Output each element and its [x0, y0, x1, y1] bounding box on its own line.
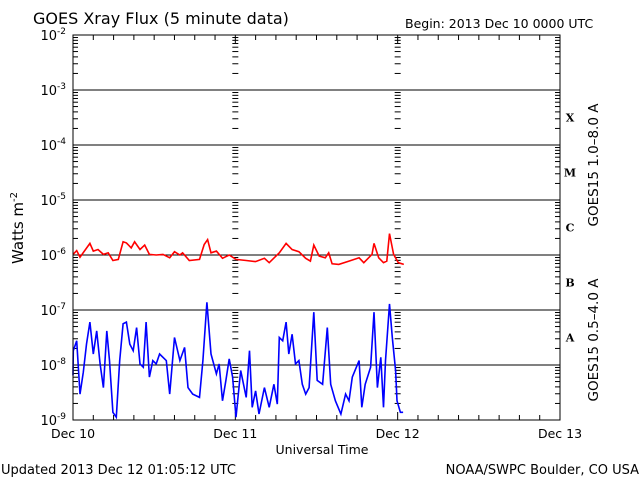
- x-tick-label: Dec 11: [213, 426, 257, 441]
- y-tick-base: 10: [40, 414, 57, 429]
- series-line-short: [72, 302, 404, 420]
- x-tick-label: Dec 12: [376, 426, 420, 441]
- flare-class-label: B: [565, 277, 574, 290]
- x-axis-label: Universal Time: [276, 442, 369, 457]
- flare-class-label: A: [565, 332, 575, 345]
- y-tick-label: 10-6: [40, 247, 66, 264]
- y-tick-labels: 10-210-310-410-510-610-710-810-9: [40, 27, 66, 429]
- x-tick-label: Dec 10: [51, 426, 95, 441]
- y-axis-label: Watts m-2: [9, 192, 27, 264]
- y-tick-base: 10: [40, 194, 57, 209]
- updated-timestamp: Updated 2013 Dec 12 01:05:12 UTC: [1, 463, 236, 478]
- series-line-long: [72, 233, 405, 266]
- plot-frame: [72, 34, 561, 421]
- x-tick-label: Dec 13: [538, 426, 582, 441]
- y-tick-label: 10-8: [40, 357, 66, 374]
- y-tick-label: 10-2: [40, 27, 66, 44]
- series-lines: [72, 233, 405, 420]
- y-tick-label: 10-7: [40, 302, 66, 319]
- y-tick-base: 10: [40, 139, 57, 154]
- y-axis-label-text: Watts m: [9, 202, 27, 264]
- y-tick-exponent: -2: [57, 27, 66, 37]
- y-axis-label-exponent: -2: [9, 192, 20, 202]
- y-tick-exponent: -7: [57, 302, 66, 312]
- y-tick-base: 10: [40, 249, 57, 264]
- credit-label: NOAA/SWPC Boulder, CO USA: [446, 463, 639, 478]
- y-tick-base: 10: [40, 84, 57, 99]
- y-tick-label: 10-9: [40, 412, 66, 429]
- begin-label: Begin: 2013 Dec 10 0000 UTC: [405, 16, 593, 31]
- y-tick-exponent: -3: [57, 82, 66, 92]
- y-tick-label: 10-4: [40, 137, 66, 154]
- legend-long-channel: GOES15 1.0–8.0 A: [586, 103, 602, 227]
- y-tick-base: 10: [40, 304, 57, 319]
- y-tick-label: 10-3: [40, 82, 66, 99]
- flare-class-labels: X M C B A: [564, 112, 576, 345]
- flare-class-label: X: [566, 112, 575, 125]
- y-tick-base: 10: [40, 359, 57, 374]
- x-tick-labels: Dec 10 Dec 11 Dec 12 Dec 13: [51, 426, 582, 441]
- y-tick-exponent: -8: [57, 357, 66, 367]
- axis-ticks: [73, 35, 560, 420]
- y-tick-exponent: -6: [57, 247, 66, 257]
- y-tick-exponent: -4: [57, 137, 66, 147]
- chart-title: GOES Xray Flux (5 minute data): [33, 9, 289, 28]
- y-tick-label: 10-5: [40, 192, 66, 209]
- flare-class-label: M: [564, 167, 576, 180]
- y-tick-exponent: -5: [57, 192, 66, 202]
- flare-class-label: C: [566, 222, 575, 235]
- y-tick-base: 10: [40, 29, 57, 44]
- legend-short-channel: GOES15 0.5–4.0 A: [586, 278, 602, 402]
- y-tick-exponent: -9: [57, 412, 66, 422]
